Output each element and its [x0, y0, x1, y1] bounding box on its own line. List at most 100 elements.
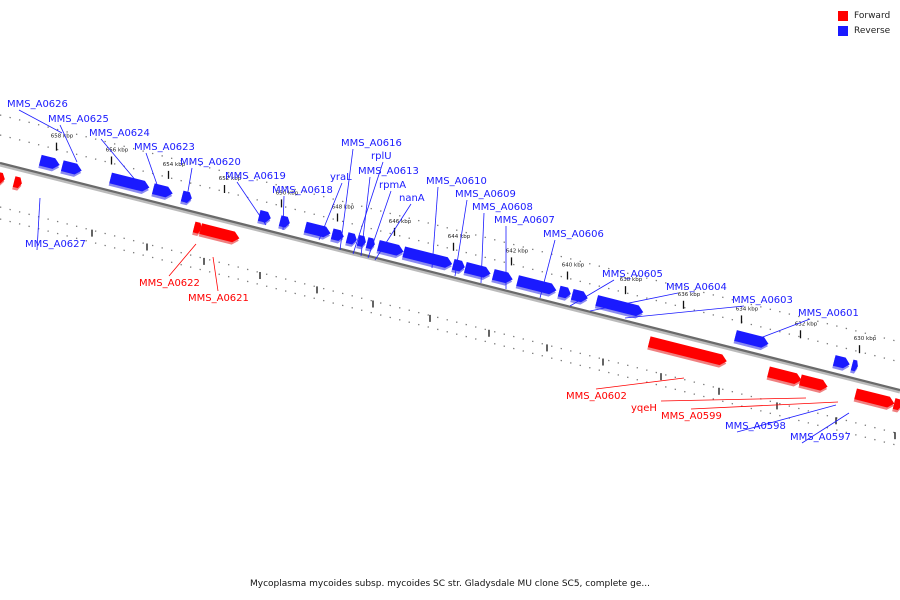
reverse-leader-line: [569, 279, 615, 307]
gene-arrow-body: [151, 183, 173, 198]
reverse-leader-line: [145, 152, 161, 194]
tick-label: 658 kbp: [51, 134, 74, 140]
gene-arrow-body: [647, 336, 727, 366]
tick-label: 640 kbp: [562, 263, 585, 269]
reverse-leader-line: [624, 305, 745, 319]
tick-label: 632 kbp: [795, 321, 818, 327]
reverse-gene-arrow: [330, 228, 344, 244]
gene-arrow-body: [365, 237, 375, 250]
reverse-gene-arrow: [515, 275, 557, 297]
reverse-leader-line: [100, 138, 138, 183]
reverse-gene-arrow: [463, 262, 491, 281]
gene-arrow-body: [12, 176, 22, 189]
tick-label: 634 kbp: [736, 306, 759, 312]
reverse-gene-arrow: [303, 221, 331, 240]
forward-gene-label: MMS_A0599: [661, 411, 722, 422]
reverse-leader-line: [589, 292, 679, 312]
reverse-gene-arrow: [180, 190, 192, 206]
reverse-gene-label: MMS_A0624: [89, 128, 150, 139]
reverse-gene-label: MMS_A0601: [798, 308, 859, 319]
forward-leader-line: [660, 397, 807, 402]
tick-label: 650 kbp: [276, 190, 299, 196]
forward-gene-arrow: [647, 336, 727, 368]
tick-label: 630 kbp: [854, 336, 877, 342]
gene-arrow-body: [491, 269, 513, 284]
reverse-leader-line: [374, 203, 412, 261]
tick-label: 644 kbp: [448, 234, 471, 240]
reverse-leader-line: [454, 199, 468, 277]
reverse-gene-arrow: [451, 258, 465, 274]
reverse-gene-label: MMS_A0597: [790, 432, 851, 443]
legend-reverse-swatch: [838, 26, 848, 36]
forward-gene-label: MMS_A0602: [566, 391, 627, 402]
forward-gene-arrow: [766, 366, 802, 387]
forward-leader-line: [690, 401, 839, 410]
tick-label: 656 kbp: [106, 148, 129, 154]
reverse-leader-line: [480, 212, 485, 284]
legend-reverse: Reverse: [838, 24, 890, 38]
gene-arrow-body: [377, 240, 404, 256]
reverse-gene-label: MMS_A0605: [602, 269, 663, 280]
tick-label: 638 kbp: [620, 277, 643, 283]
reverse-leader-line: [801, 412, 850, 444]
gene-arrow-body: [304, 221, 331, 238]
reverse-gene-label: MMS_A0618: [272, 185, 333, 196]
tick-label: 636 kbp: [678, 292, 701, 298]
reverse-leader-line: [282, 195, 285, 231]
reverse-leader-line: [431, 186, 439, 269]
tick-label: 646 kbp: [389, 219, 412, 225]
gene-arrow-body: [799, 374, 828, 391]
reverse-gene-arrow: [401, 246, 453, 271]
reverse-gene-label: MMS_A0623: [134, 142, 195, 153]
gene-arrow-body: [109, 172, 150, 192]
gene-arrow-body: [0, 171, 5, 184]
legend-forward: Forward: [838, 9, 890, 23]
reverse-leader-line: [754, 318, 811, 341]
reverse-gene-label: MMS_A0598: [725, 421, 786, 432]
gene-arrow-body: [734, 330, 769, 348]
reverse-gene-arrow: [60, 160, 82, 177]
forward-gene-arrow: [798, 374, 828, 394]
guide-dotted-line: [0, 206, 900, 435]
gene-arrow-body: [595, 295, 644, 317]
reverse-gene-label: MMS_A0604: [666, 282, 727, 293]
reverse-leader-line: [185, 167, 193, 204]
legend-reverse-label: Reverse: [854, 26, 891, 36]
reverse-leader-line: [59, 124, 78, 163]
legend-forward-swatch: [838, 11, 848, 21]
reverse-gene-arrow: [594, 295, 644, 319]
reverse-gene-arrow: [108, 172, 150, 194]
gene-arrow-body: [570, 288, 588, 303]
tick-label: 652 kbp: [219, 176, 242, 182]
reverse-gene-arrow: [733, 330, 769, 351]
forward-gene-label: MMS_A0621: [188, 293, 249, 304]
legend: Forward Reverse: [838, 9, 890, 39]
gene-arrow-body: [278, 215, 290, 228]
tick-label: 642 kbp: [506, 248, 529, 254]
forward-leader-line: [212, 256, 219, 292]
reverse-leader-line: [539, 239, 556, 299]
reverse-gene-arrow: [345, 232, 357, 247]
reverse-leader-line: [360, 176, 371, 257]
forward-gene-label: yqeH: [631, 403, 657, 414]
reverse-leader-line: [352, 161, 384, 255]
gene-arrow-body: [199, 223, 240, 243]
forward-leader-line: [595, 377, 685, 390]
gene-arrow-body: [192, 221, 202, 234]
reverse-leader-line: [36, 197, 41, 251]
gene-arrow-body: [451, 258, 465, 272]
reverse-gene-arrow: [365, 237, 375, 252]
gene-arrow-body: [60, 160, 82, 175]
reverse-leader-line: [318, 182, 343, 241]
reverse-gene-label: MMS_A0607: [494, 215, 555, 226]
gene-arrow-body: [356, 234, 366, 247]
forward-gene-arrow: [198, 223, 240, 245]
reverse-gene-label: MMS_A0620: [180, 157, 241, 168]
reverse-gene-arrow: [151, 183, 173, 200]
gene-arrow-body: [516, 275, 557, 295]
reverse-gene-arrow: [832, 355, 850, 371]
gene-arrow-body: [330, 228, 344, 242]
gene-arrow-body: [832, 355, 850, 369]
reverse-gene-arrow: [278, 215, 290, 231]
forward-gene-arrow: [853, 388, 895, 410]
